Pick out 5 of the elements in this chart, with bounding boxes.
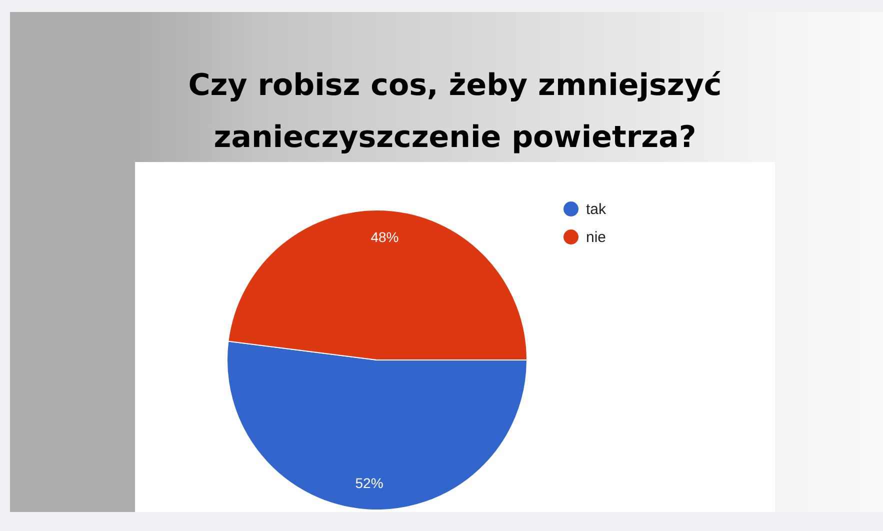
data-label: 52% bbox=[355, 474, 384, 491]
legend-label: nie bbox=[586, 228, 606, 246]
chart-title: Czy robisz cos, żeby zmniejszyć zanieczyszczenie powietrza? bbox=[187, 67, 723, 157]
data-label: 48% bbox=[370, 229, 399, 246]
legend-label: tak bbox=[586, 200, 606, 218]
